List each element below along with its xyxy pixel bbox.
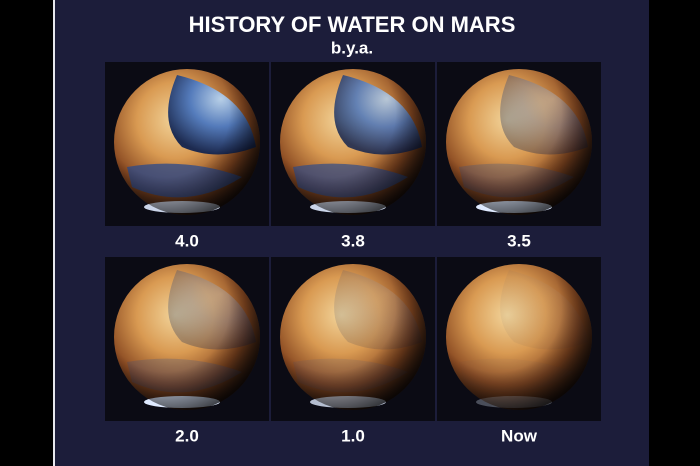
globe-shade bbox=[446, 264, 592, 410]
mars-panel: Now bbox=[437, 257, 601, 445]
poster-subtitle: b.y.a. bbox=[331, 38, 373, 57]
age-label: 2.0 bbox=[175, 426, 199, 445]
poster-title: HISTORY OF WATER ON MARS bbox=[189, 12, 516, 37]
age-label: 1.0 bbox=[341, 426, 365, 445]
age-label: 3.8 bbox=[341, 231, 365, 250]
mars-panel: 3.5 bbox=[437, 62, 601, 250]
age-label: 3.5 bbox=[507, 231, 531, 250]
globe-shade bbox=[114, 69, 260, 215]
age-label: Now bbox=[501, 426, 538, 445]
mars-panel: 2.0 bbox=[105, 257, 269, 445]
poster-edge bbox=[53, 0, 55, 466]
mars-panel: 4.0 bbox=[105, 62, 269, 250]
mars-panel: 3.8 bbox=[271, 62, 435, 250]
mars-panel: 1.0 bbox=[271, 257, 435, 445]
age-label: 4.0 bbox=[175, 231, 199, 250]
globe-shade bbox=[280, 69, 426, 215]
globe-shade bbox=[446, 69, 592, 215]
globe-shade bbox=[280, 264, 426, 410]
globe-shade bbox=[114, 264, 260, 410]
panel-grid: 4.0 3.8 3.5 2.0 1.0 Now bbox=[105, 62, 601, 445]
